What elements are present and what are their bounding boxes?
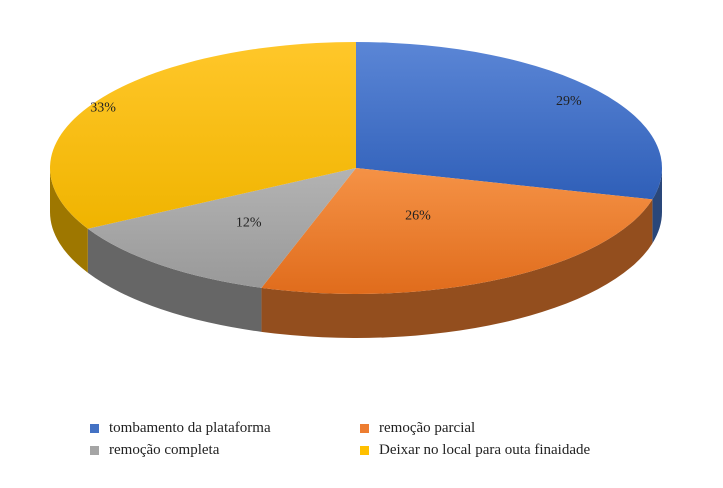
data-labels: 29% 26% 12% 33% [90, 94, 582, 230]
slice-side-remocao-parcial [261, 199, 653, 338]
pie-slices [49, 42, 662, 294]
legend-swatch [90, 423, 99, 433]
data-label-deixar-no-local: 33% [90, 100, 116, 115]
legend-label: remoção parcial [379, 419, 476, 436]
slice-tombamento [356, 42, 662, 200]
legend-item: remoção completa [90, 440, 360, 460]
legend-label: Deixar no local para outa finaidade [379, 441, 591, 458]
data-label-remocao-parcial: 26% [405, 208, 431, 223]
slice-side-tombamento [652, 168, 662, 244]
legend-swatch [90, 445, 99, 455]
slice-remocao-parcial [261, 168, 653, 294]
slice-remocao-completa [87, 168, 356, 288]
legend: tombamento da plataforma remoção parcial… [90, 418, 650, 460]
data-label-remocao-completa: 12% [236, 215, 262, 230]
legend-label: tombamento da plataforma [109, 419, 271, 436]
legend-item: Deixar no local para outa finaidade [360, 440, 650, 460]
legend-item: remoção parcial [360, 418, 650, 438]
legend-label: remoção completa [109, 441, 220, 458]
legend-item: tombamento da plataforma [90, 418, 360, 438]
slice-deixar-no-local [49, 42, 356, 229]
slice-side-deixar-no-local [50, 168, 88, 273]
pie-sides [50, 168, 662, 338]
data-label-tombamento: 29% [556, 94, 582, 109]
legend-swatch [360, 445, 369, 455]
legend-swatch [360, 423, 369, 433]
slice-side-remocao-completa [87, 228, 262, 332]
